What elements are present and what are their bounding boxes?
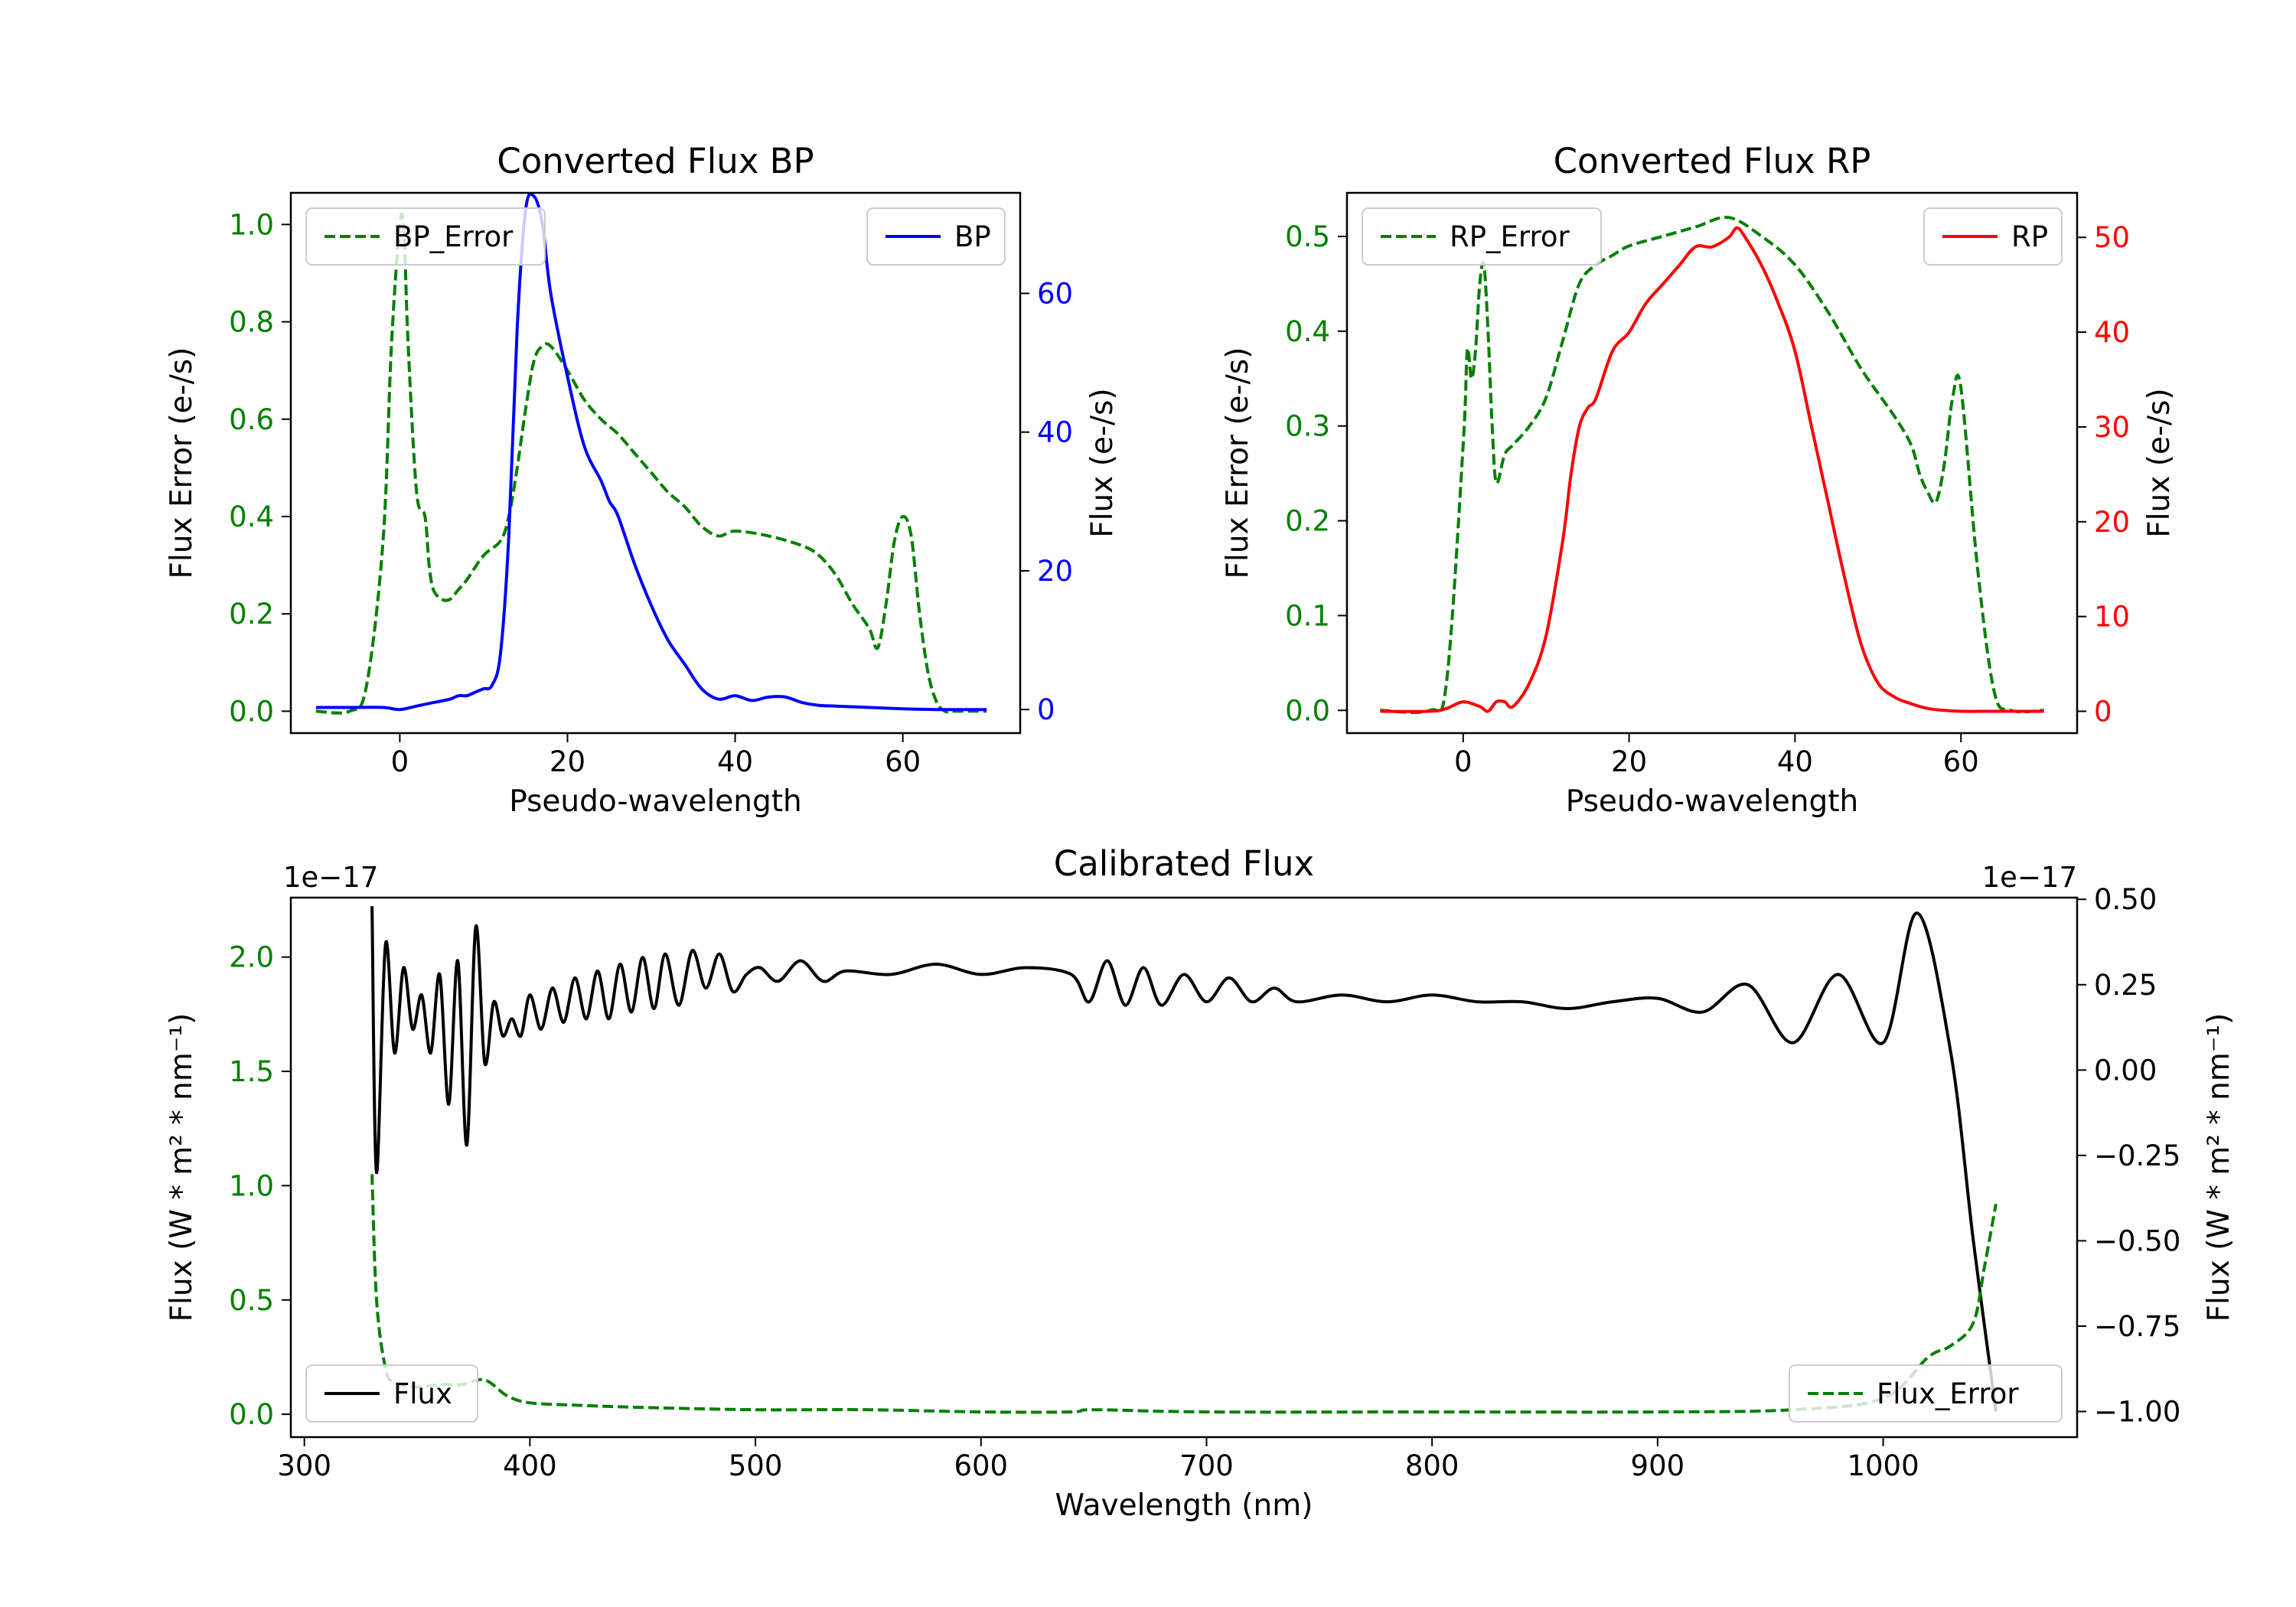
x-tick-label: 0 [1454,745,1473,778]
y-tick-label-right: 60 [1037,277,1073,310]
legend-box [305,207,546,266]
y-tick-label-right: 0 [2094,696,2112,729]
y-tick-label-right: 20 [2094,506,2130,539]
y-tick-label-right: −0.75 [2094,1310,2180,1343]
y-tick-label-left: 2.0 [229,941,274,974]
y-tick-label-right: 40 [1037,416,1073,449]
y-tick-label-left: 0.0 [229,1398,274,1431]
legend-box [305,1364,478,1423]
x-axis-label: Wavelength (nm) [1055,1488,1313,1523]
x-tick-label: 40 [717,745,753,778]
panel-calibrated: 300 400 500 600 700 800 900 1000 0.0 0.5 1.0 1.5 2.0… [165,843,2236,1523]
y-tick-label-right: −0.50 [2094,1224,2180,1257]
y-axis-label-right: Flux (e-/s) [2142,388,2177,537]
y-tick-label-right: 40 [2094,316,2130,349]
y-tick-label-left: 0.5 [229,1284,274,1317]
y-tick-label-right: −0.25 [2094,1139,2180,1172]
legend-label: RP [2011,220,2048,253]
series-line-rp-error [1380,215,2044,715]
chart-title: Converted Flux RP [1554,141,1871,181]
panel-bp: 0 20 40 60 0.0 0.2 0.4 0.6 0.8 1.0 Flux Error (e-/… [165,141,1120,819]
x-tick-label: 600 [954,1449,1008,1482]
x-tick-label: 20 [550,745,585,778]
legend-flux: Flux [305,1364,478,1423]
x-tick-label: 400 [503,1449,557,1482]
x-axis-label: Pseudo-wavelength [509,784,801,819]
x-tick-label: 900 [1631,1449,1685,1482]
x-tick-label: 40 [1777,745,1813,778]
y-tick-label-left: 1.0 [229,208,274,241]
y-tick-label-right: 10 [2094,601,2130,634]
y-tick-label-left: 0.0 [229,695,274,728]
legend-label: Flux [393,1377,452,1410]
legend-rp-error: RP_Error [1362,207,1602,266]
legend-label: BP_Error [393,220,514,253]
y-tick-label-left: 0.2 [1285,505,1330,538]
y-tick-label-left: 0.5 [1285,220,1330,253]
legend-label: BP [954,220,991,253]
y-tick-label-left: 0.4 [1285,315,1330,348]
y-tick-label-right: 50 [2094,221,2130,254]
y-axis-label-left: Flux (W * m² * nm⁻¹) [165,1013,199,1322]
y-tick-label-right: 30 [2094,411,2130,444]
y-axis-label-left: Flux Error (e-/s) [165,347,199,579]
chart-title: Calibrated Flux [1054,843,1314,884]
y-tick-label-left: 0.8 [229,306,274,339]
axes-frame [1345,191,2079,735]
axes-frame [289,191,1022,735]
y-tick-label-left: 1.5 [229,1055,274,1088]
y-tick-label-right: 20 [1037,555,1073,588]
x-tick-label: 800 [1405,1449,1459,1482]
legend-box [1789,1364,2063,1423]
axes-frame [289,896,2079,1439]
x-tick-label: 300 [277,1449,331,1482]
y-tick-label-right: 0 [1037,693,1055,726]
x-tick-label: 500 [729,1449,783,1482]
legend-rp: RP [1923,207,2063,266]
series-line-bp [315,193,987,712]
y-tick-label-left: 1.0 [229,1169,274,1202]
x-tick-label: 60 [885,745,921,778]
legend-bp: BP [866,207,1006,266]
y-tick-label-left: 0.2 [229,598,274,631]
x-tick-label: 0 [391,745,409,778]
legend-box [1362,207,1602,266]
x-tick-label: 700 [1179,1449,1234,1482]
y-tick-label-right: 0.00 [2094,1054,2157,1087]
y-tick-label-left: 0.0 [1285,694,1330,727]
legend-flux-error: Flux_Error [1789,1364,2063,1423]
y-tick-label-left: 0.6 [229,403,274,436]
offset-text-left: 1e−17 [283,861,378,894]
legend-bp-error: BP_Error [305,207,546,266]
y-tick-label-right: 0.25 [2094,969,2157,1002]
series-line-flux [370,906,1998,1412]
y-tick-label-left: 0.1 [1285,599,1330,632]
offset-text-right: 1e−17 [1982,861,2077,894]
x-tick-label: 20 [1611,745,1647,778]
series-line-rp [1380,226,2044,713]
y-tick-label-right: −1.00 [2094,1396,2180,1429]
y-tick-label-left: 0.4 [229,500,274,533]
y-axis-label-right: Flux (W * m² * nm⁻¹) [2202,1013,2236,1322]
x-axis-label: Pseudo-wavelength [1566,784,1858,819]
chart-title: Converted Flux BP [497,141,814,181]
x-tick-label: 1000 [1847,1449,1919,1482]
legend-label: Flux_Error [1877,1377,2019,1410]
y-axis-label-right: Flux (e-/s) [1085,388,1120,537]
panel-rp: 0 20 40 60 0.0 0.1 0.2 0.3 0.4 0.5 Flux Error (e-/… [1221,141,2177,819]
series-line-bp-error [315,212,987,715]
y-axis-label-left: Flux Error (e-/s) [1221,347,1255,579]
x-tick-label: 60 [1943,745,1979,778]
y-tick-label-left: 0.3 [1285,410,1330,443]
y-tick-label-right: 0.50 [2094,883,2157,916]
legend-label: RP_Error [1450,220,1570,253]
